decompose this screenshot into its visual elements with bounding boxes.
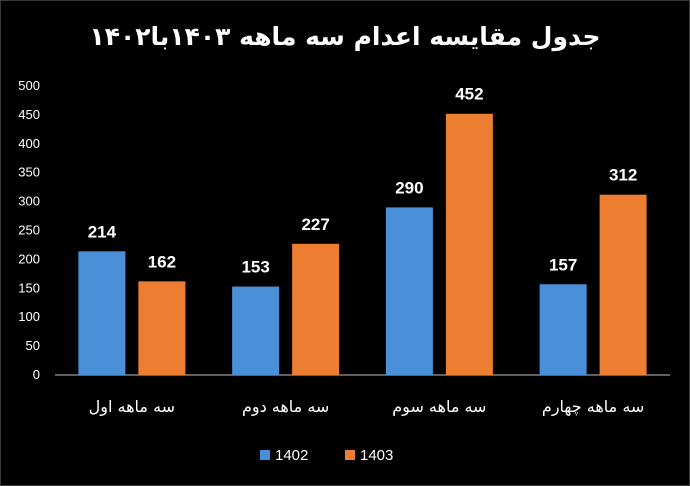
y-tick-label: 200 bbox=[18, 251, 40, 266]
bar-1402-3 bbox=[385, 207, 433, 375]
bar-1403-2 bbox=[292, 243, 340, 375]
category-label: سه ماهه دوم bbox=[242, 397, 329, 417]
category-label: سه ماهه اول bbox=[89, 397, 175, 417]
data-label: 162 bbox=[148, 252, 176, 271]
bar-1403-4 bbox=[599, 194, 647, 375]
y-tick-label: 50 bbox=[26, 338, 40, 353]
y-tick-label: 150 bbox=[18, 280, 40, 295]
bar-1402-1 bbox=[78, 251, 126, 375]
data-label: 153 bbox=[241, 258, 269, 277]
legend: 1402 1403 bbox=[260, 447, 393, 464]
y-tick-label: 500 bbox=[18, 78, 40, 93]
bar-1403-1 bbox=[138, 281, 186, 375]
data-label: 214 bbox=[88, 222, 117, 241]
category-label: سه ماهه سوم bbox=[392, 397, 486, 417]
y-tick-label: 350 bbox=[18, 165, 40, 180]
legend-swatch bbox=[345, 450, 355, 460]
y-tick-label: 450 bbox=[18, 107, 40, 122]
bar-1402-4 bbox=[539, 284, 587, 375]
bar-1402-2 bbox=[232, 286, 280, 375]
y-tick-label: 400 bbox=[18, 136, 40, 151]
data-label: 157 bbox=[549, 255, 577, 274]
data-label: 227 bbox=[301, 215, 329, 234]
y-tick-label: 250 bbox=[18, 223, 40, 238]
data-label: 452 bbox=[455, 85, 483, 104]
category-labels: سه ماهه اول سه ماهه دوم سه ماهه سوم سه ماهه… bbox=[89, 397, 645, 417]
category-label: سه ماهه چهارم bbox=[542, 397, 644, 417]
y-axis-ticks: 0 50 100 150 200 250 300 350 400 450 500 bbox=[18, 78, 40, 382]
chart-title: جدول مقایسه اعدام سه ماهه ۱۴۰۳با۱۴۰۲ bbox=[89, 22, 601, 51]
bars-group: 214 162 153 227 290 452 157 312 bbox=[78, 85, 647, 375]
y-tick-label: 100 bbox=[18, 309, 40, 324]
legend-swatch bbox=[260, 450, 270, 460]
legend-label: 1403 bbox=[360, 447, 393, 464]
legend-label: 1402 bbox=[275, 447, 308, 464]
data-label: 312 bbox=[609, 166, 637, 185]
bar-1403-3 bbox=[445, 113, 493, 375]
y-tick-label: 0 bbox=[33, 367, 40, 382]
y-tick-label: 300 bbox=[18, 194, 40, 209]
data-label: 290 bbox=[395, 178, 423, 197]
